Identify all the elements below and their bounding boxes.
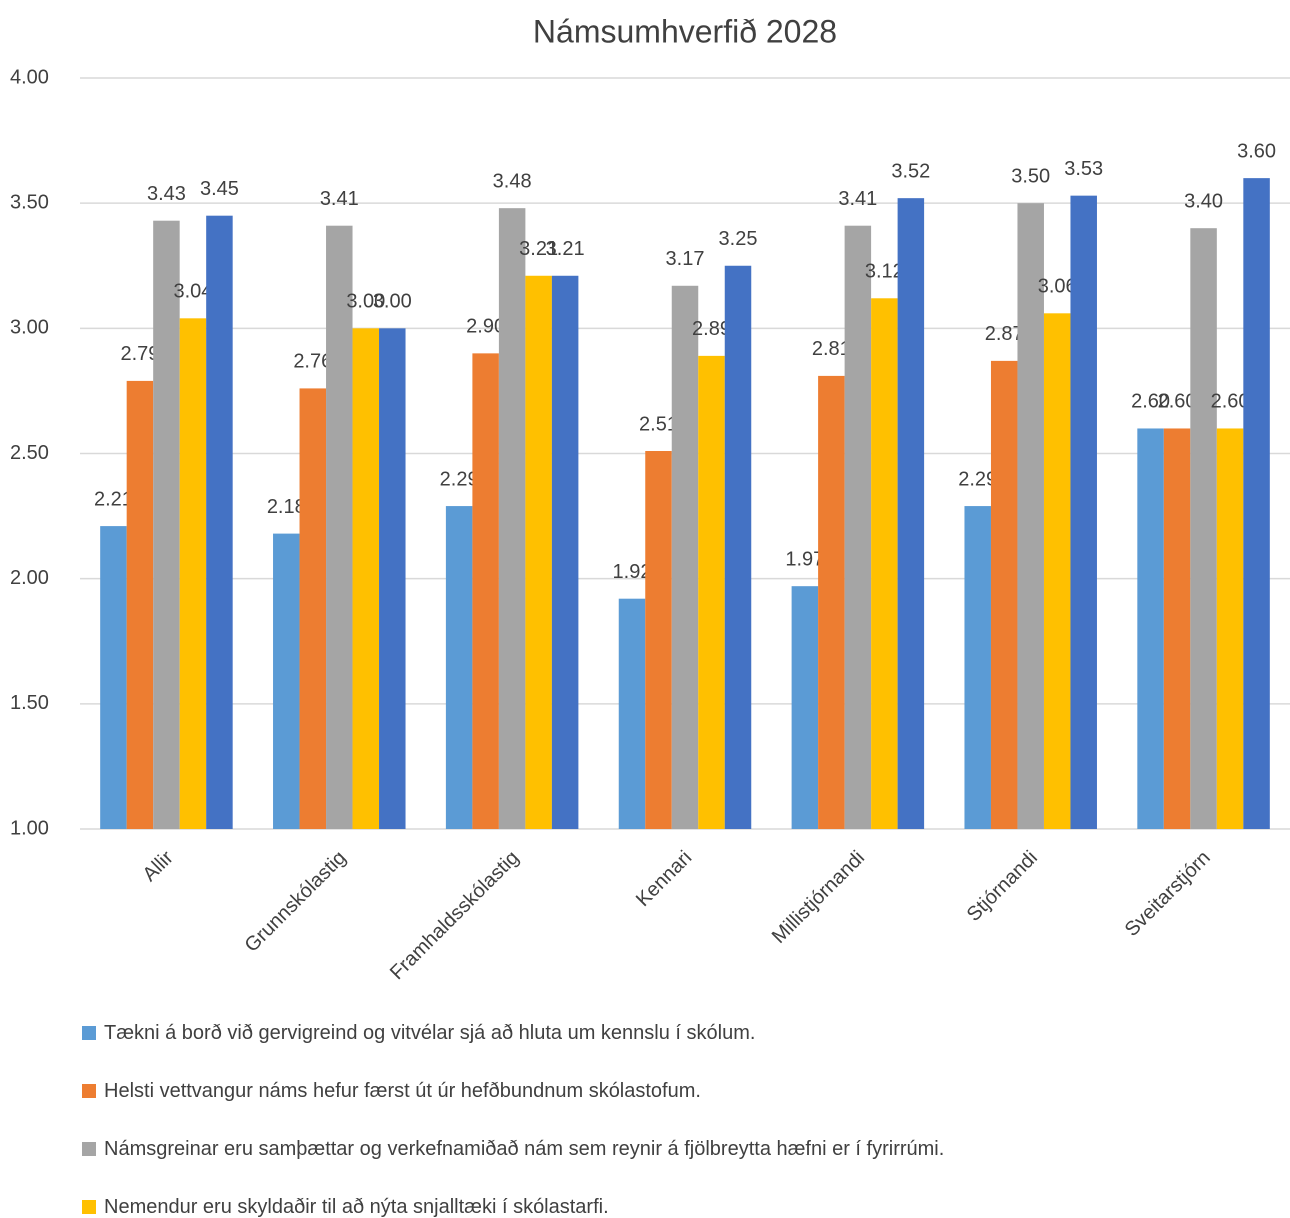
value-label: 3.04 xyxy=(173,281,212,303)
value-label: 2.18 xyxy=(267,496,306,518)
legend-swatch xyxy=(82,1142,96,1156)
value-label: 2.89 xyxy=(692,318,731,340)
value-label: 3.45 xyxy=(200,178,239,200)
y-tick-label: 4.00 xyxy=(10,66,49,88)
bar xyxy=(525,275,552,830)
value-label: 3.40 xyxy=(1184,190,1223,212)
bar xyxy=(100,526,127,829)
value-label: 2.51 xyxy=(639,413,678,435)
value-label: 2.76 xyxy=(293,351,332,373)
y-tick-label: 2.00 xyxy=(10,567,49,589)
value-label: 3.60 xyxy=(1237,140,1276,162)
bar xyxy=(326,225,353,830)
value-label: 2.29 xyxy=(440,468,479,490)
legend-item: Nemendur eru skyldaðir til að nýta snjal… xyxy=(82,1193,1034,1218)
x-tick-label: Framhaldsskólastig xyxy=(386,847,523,984)
legend-label: Nemendur eru skyldaðir til að nýta snjal… xyxy=(104,1196,609,1218)
bar xyxy=(1043,313,1071,829)
x-tick-label: Sveitarstjórn xyxy=(1121,847,1215,941)
value-label: 2.60 xyxy=(1158,391,1197,413)
x-tick-label: Grunnskólastig xyxy=(241,847,351,957)
y-tick-label: 1.50 xyxy=(10,692,49,714)
legend-swatch xyxy=(82,1084,96,1098)
value-label: 2.81 xyxy=(812,338,851,360)
value-label: 2.29 xyxy=(958,468,997,490)
value-label: 2.90 xyxy=(466,316,505,338)
value-label: 3.21 xyxy=(546,238,585,260)
legend-item: Námsgreinar eru samþættar og verkefnamið… xyxy=(82,1135,1034,1163)
bar xyxy=(206,215,233,829)
bar xyxy=(1017,203,1044,829)
value-label: 3.25 xyxy=(719,228,758,250)
chart: Námsumhverfið 2028 1.001.502.002.503.003… xyxy=(10,13,1290,984)
bar xyxy=(498,208,526,829)
legend-swatch xyxy=(82,1200,96,1214)
value-label: 3.06 xyxy=(1038,276,1077,298)
value-label: 1.92 xyxy=(613,561,652,583)
bar xyxy=(126,380,154,829)
bar xyxy=(445,506,473,829)
legend-label: Helsti vettvangur náms hefur færst út úr… xyxy=(104,1080,701,1102)
bar xyxy=(352,328,380,829)
value-label: 2.79 xyxy=(120,343,159,365)
y-tick-label: 2.50 xyxy=(10,442,49,464)
bar xyxy=(818,375,845,829)
value-label: 3.48 xyxy=(493,170,532,192)
bar xyxy=(179,318,207,829)
y-tick-label: 1.00 xyxy=(10,817,49,839)
value-label: 3.12 xyxy=(865,261,904,283)
bar xyxy=(1163,428,1191,829)
bar xyxy=(1190,228,1217,829)
bar xyxy=(871,298,898,829)
legend-item: Tækni á borð við gervigreind og vitvélar… xyxy=(82,1019,1034,1047)
value-label: 1.97 xyxy=(785,548,824,570)
bar xyxy=(153,220,180,829)
bar xyxy=(299,388,327,829)
bar xyxy=(990,360,1018,829)
y-tick-label: 3.00 xyxy=(10,317,49,339)
bar xyxy=(618,598,646,829)
value-label: 3.53 xyxy=(1064,158,1103,180)
bar xyxy=(1137,428,1164,829)
value-label: 3.41 xyxy=(320,188,359,210)
value-label: 3.43 xyxy=(147,183,186,205)
bar xyxy=(551,275,579,830)
value-label: 2.60 xyxy=(1211,391,1250,413)
x-tick-label: Stjórnandi xyxy=(963,847,1042,926)
value-label: 3.21 xyxy=(519,238,558,260)
bar xyxy=(844,225,872,830)
value-label: 2.87 xyxy=(985,323,1024,345)
x-tick-label: Millistjórnandi xyxy=(768,847,869,948)
value-label: 3.00 xyxy=(346,291,385,313)
bar xyxy=(791,586,819,829)
bar xyxy=(472,353,499,829)
legend-item: Helsti vettvangur náms hefur færst út úr… xyxy=(82,1077,1034,1105)
legend-label: Námsgreinar eru samþættar og verkefnamið… xyxy=(104,1138,945,1160)
bar xyxy=(724,265,752,829)
value-label: 2.60 xyxy=(1131,391,1170,413)
value-label: 2.21 xyxy=(94,488,133,510)
bar xyxy=(897,198,925,829)
bar xyxy=(273,533,300,829)
bar xyxy=(1243,178,1270,830)
chart-title: Námsumhverfið 2028 xyxy=(533,13,837,49)
bar xyxy=(964,506,991,829)
bar xyxy=(671,285,699,829)
value-label: 3.52 xyxy=(891,160,930,182)
bar xyxy=(1070,195,1097,829)
value-label: 3.17 xyxy=(666,248,705,270)
value-label: 3.00 xyxy=(373,291,412,313)
bar xyxy=(1216,428,1244,829)
bar xyxy=(698,355,725,829)
value-label: 3.50 xyxy=(1011,165,1050,187)
value-label: 3.41 xyxy=(838,188,877,210)
legend-swatch xyxy=(82,1026,96,1040)
y-tick-label: 3.50 xyxy=(10,191,49,213)
x-tick-label: Allir xyxy=(139,846,178,885)
bar xyxy=(379,328,406,829)
x-tick-label: Kennari xyxy=(632,847,696,911)
legend-label: Tækni á borð við gervigreind og vitvélar… xyxy=(104,1022,756,1044)
bar xyxy=(645,450,672,829)
